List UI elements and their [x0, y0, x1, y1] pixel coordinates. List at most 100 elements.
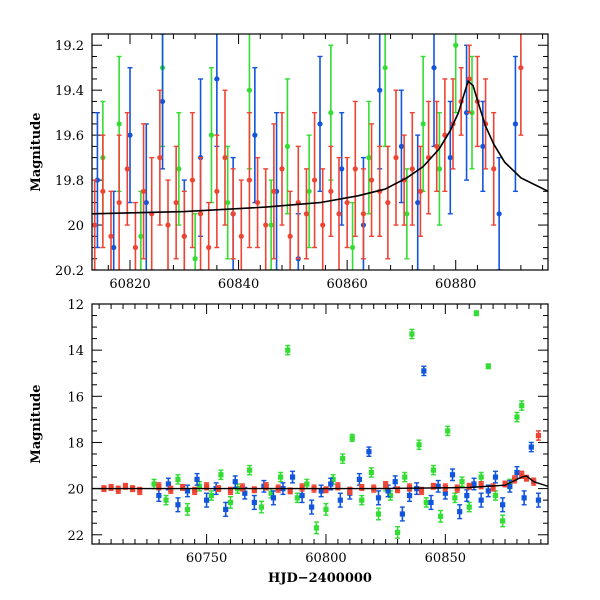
- marker: [258, 504, 265, 510]
- y-tick-label: 19.2: [55, 39, 84, 54]
- y-tick-label: 20: [67, 219, 84, 234]
- marker: [227, 499, 234, 506]
- marker: [175, 476, 181, 482]
- top-panel-tick-labels: 60820 60840 60860 60880 19.2 19.4 19.6 19.8 20 20…: [55, 39, 476, 292]
- marker: [375, 511, 382, 517]
- marker: [176, 166, 182, 172]
- marker: [445, 428, 451, 434]
- marker: [287, 488, 293, 494]
- blue-data-point: [500, 497, 506, 513]
- marker: [168, 487, 174, 493]
- marker: [464, 492, 470, 499]
- marker: [92, 222, 98, 228]
- red-data-point: [287, 190, 293, 270]
- marker: [115, 487, 121, 493]
- red-data-point: [393, 89, 399, 226]
- red-data-point: [511, 475, 518, 484]
- blue-data-point: [318, 484, 324, 498]
- marker: [421, 368, 427, 374]
- green-data-point: [227, 495, 234, 509]
- top-panel-ylabel: Magnitude: [29, 112, 44, 191]
- x-tick-label: 60860: [326, 277, 367, 292]
- marker: [143, 199, 149, 206]
- blue-data-point: [127, 67, 133, 204]
- green-data-point: [404, 168, 410, 260]
- marker: [452, 495, 458, 501]
- marker: [214, 188, 220, 194]
- blue-data-point: [399, 506, 405, 522]
- marker: [392, 479, 398, 485]
- green-data-point: [246, 464, 253, 476]
- marker: [116, 121, 122, 127]
- marker: [271, 188, 277, 194]
- marker: [108, 233, 114, 239]
- marker: [94, 177, 101, 183]
- marker: [336, 211, 342, 217]
- marker: [417, 188, 424, 194]
- green-data-point: [175, 474, 181, 485]
- blue-data-point: [485, 484, 491, 498]
- marker: [485, 363, 491, 369]
- red-data-point: [124, 111, 130, 226]
- marker: [330, 476, 336, 482]
- marker: [385, 488, 391, 494]
- green-data-point: [359, 494, 365, 506]
- y-tick-label: 19.6: [55, 129, 84, 144]
- marker: [294, 495, 300, 501]
- red-data-point: [491, 111, 497, 226]
- red-data-point: [454, 484, 460, 493]
- marker: [512, 121, 519, 127]
- blue-data-point: [415, 134, 421, 270]
- marker: [227, 488, 234, 494]
- blue-data-point: [447, 100, 453, 215]
- marker: [409, 331, 415, 337]
- marker: [323, 487, 329, 493]
- marker: [435, 483, 441, 489]
- top-panel-data-points: [92, 34, 524, 270]
- marker: [108, 484, 114, 491]
- green-data-point: [492, 490, 499, 501]
- red-data-point: [535, 430, 542, 441]
- green-data-point: [453, 34, 459, 114]
- red-data-point: [189, 111, 196, 249]
- blue-data-point: [143, 123, 149, 270]
- marker: [328, 188, 334, 194]
- marker: [151, 481, 157, 487]
- marker: [111, 244, 117, 251]
- red-data-point: [222, 89, 228, 226]
- blue-data-point: [339, 111, 345, 226]
- marker: [480, 143, 486, 149]
- top-panel-zoomed-light-curve: 60820 60840 60860 60880 19.2 19.4 19.6 19.8 20 20…: [29, 33, 549, 292]
- green-data-point: [323, 502, 329, 516]
- marker: [214, 76, 220, 82]
- green-data-point: [459, 476, 465, 488]
- marker: [116, 199, 122, 206]
- marker: [306, 188, 312, 194]
- green-data-point: [151, 478, 157, 490]
- marker: [359, 484, 365, 491]
- marker: [238, 233, 244, 239]
- red-data-point: [295, 145, 301, 260]
- marker: [180, 484, 186, 491]
- marker: [318, 488, 324, 494]
- blue-data-point: [251, 494, 257, 511]
- blue-data-point: [398, 89, 405, 204]
- green-data-point: [268, 179, 274, 270]
- marker: [285, 347, 291, 353]
- marker: [393, 155, 399, 161]
- green-data-point: [218, 469, 224, 481]
- marker: [511, 476, 518, 482]
- blue-data-point: [496, 156, 502, 270]
- y-tick-label: 19.8: [55, 174, 84, 189]
- marker: [375, 495, 382, 501]
- marker: [507, 483, 513, 489]
- marker: [514, 414, 520, 420]
- blue-data-point: [449, 468, 456, 482]
- marker: [402, 474, 408, 480]
- red-data-point: [246, 111, 253, 249]
- green-data-point: [416, 439, 422, 451]
- green-data-point: [423, 497, 429, 508]
- x-tick-label: 60850: [425, 551, 466, 566]
- y-tick-label: 12: [67, 298, 84, 313]
- marker: [519, 402, 525, 409]
